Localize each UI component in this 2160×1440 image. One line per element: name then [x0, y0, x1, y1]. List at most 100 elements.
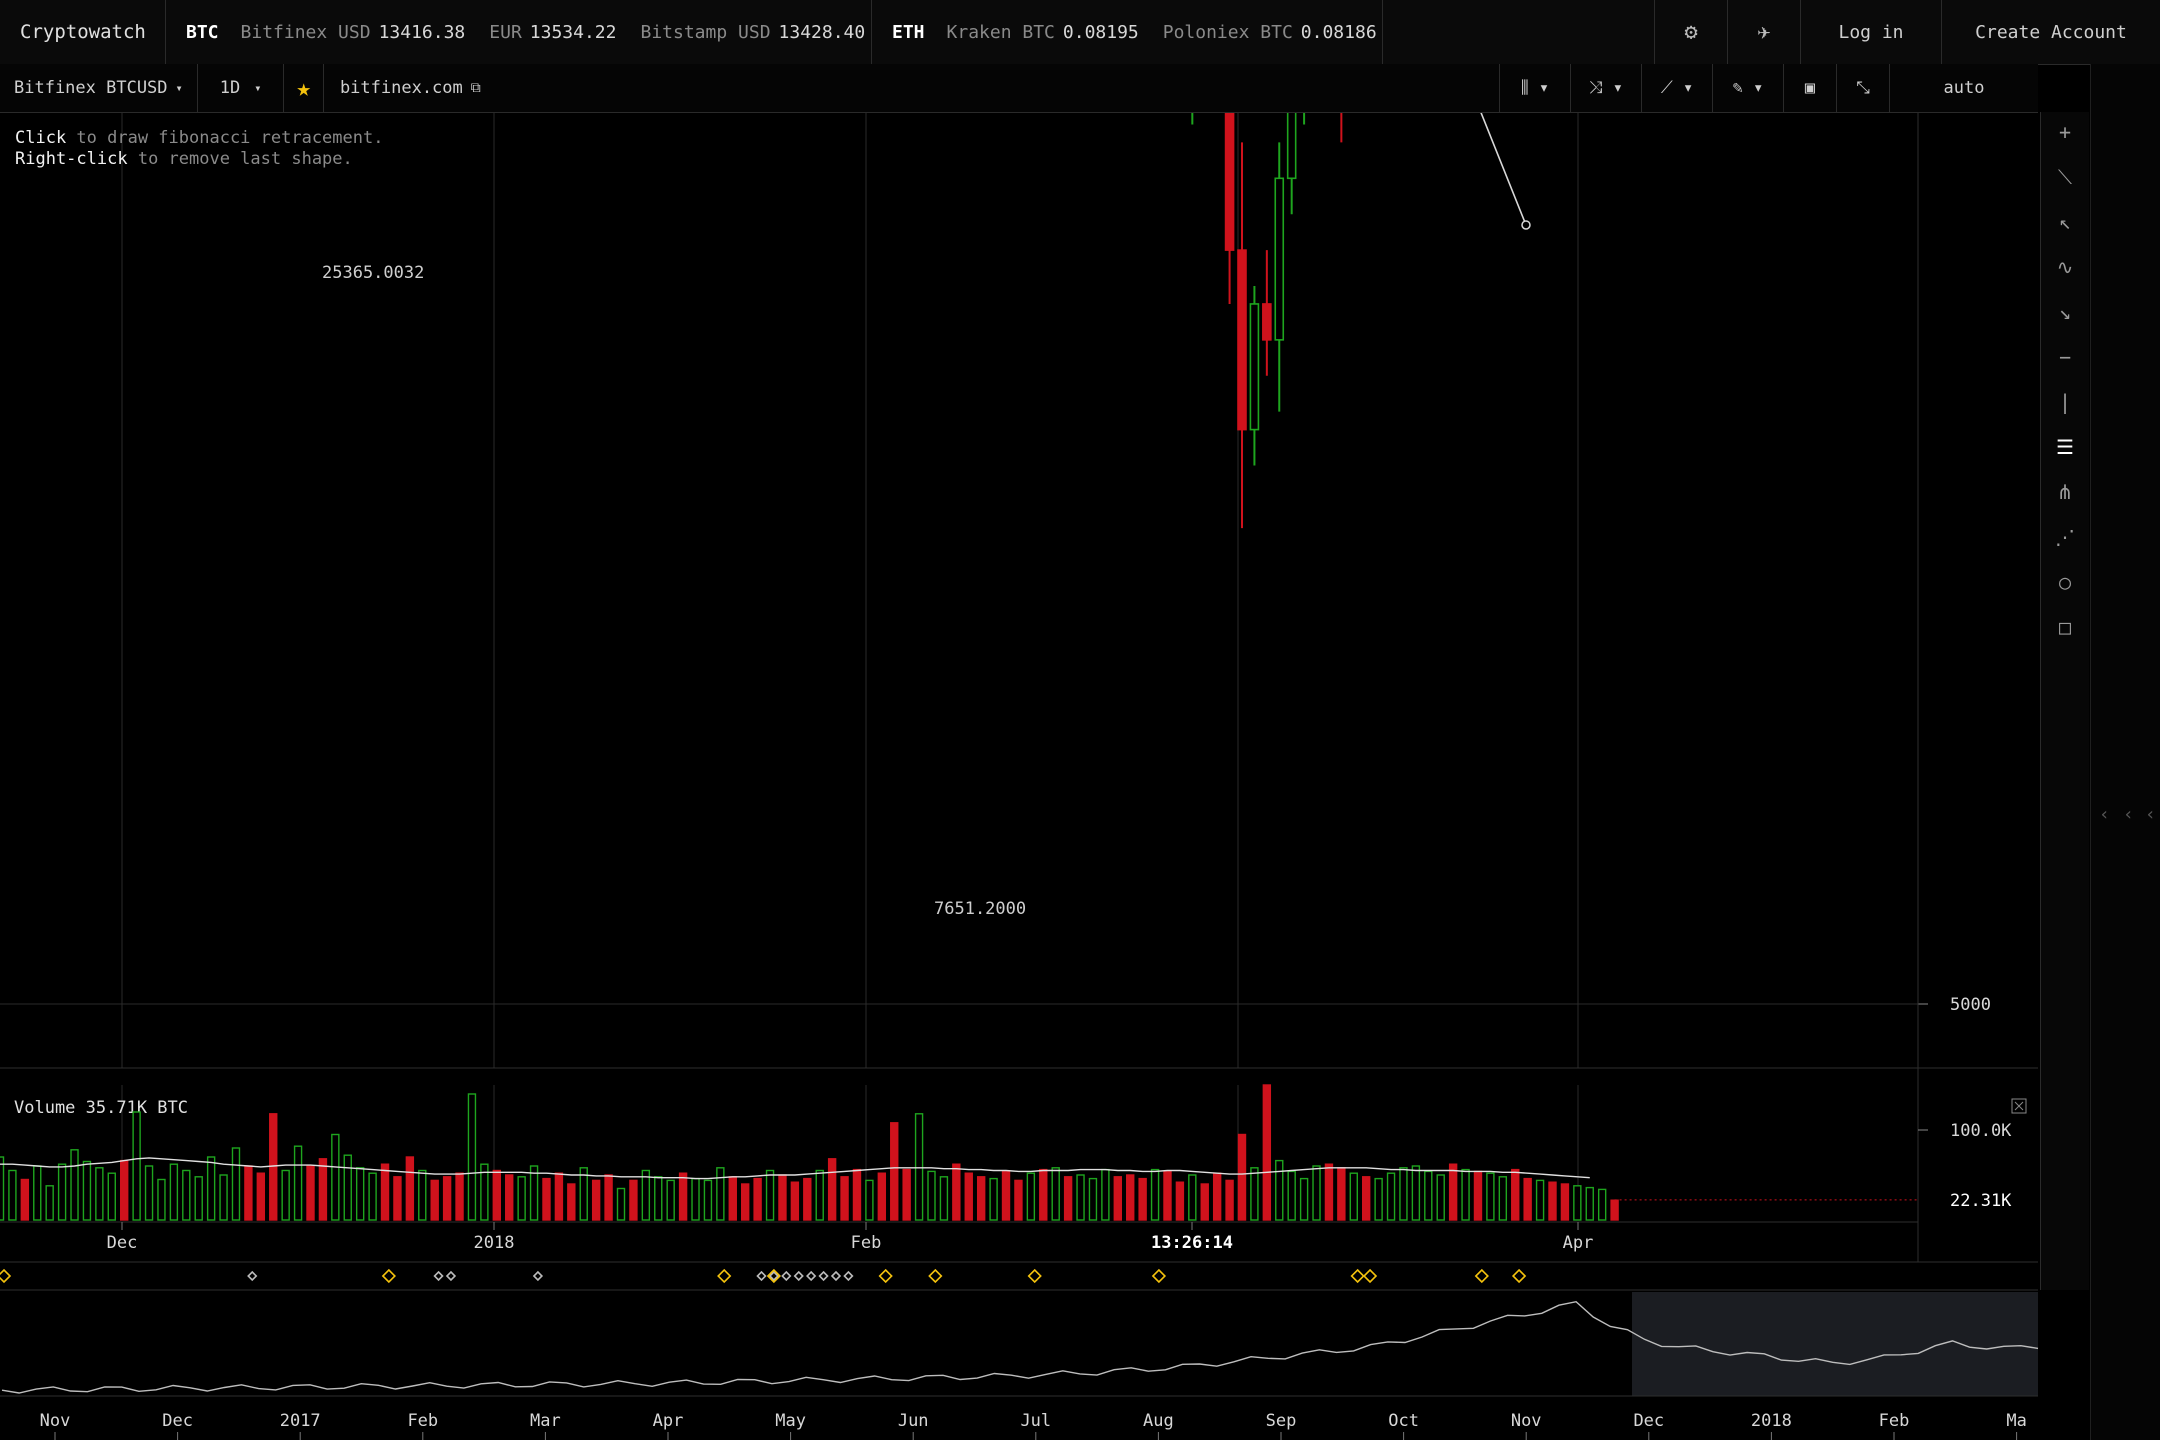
volume-bar: [840, 1176, 849, 1221]
ticker-exchange: EUR: [489, 21, 522, 43]
x-tick-label: Dec: [107, 1233, 138, 1253]
navigator-label: 2018: [1751, 1411, 1792, 1431]
volume-bar: [1523, 1177, 1532, 1221]
low-price-label: 7651.2000: [934, 899, 1026, 919]
event-marker: [843, 1270, 854, 1282]
alert-icon[interactable]: ✈: [1728, 0, 1801, 64]
volume-bar: [1051, 1167, 1060, 1221]
volume-bar: [1026, 1172, 1036, 1221]
volume-bar: [1324, 1163, 1334, 1221]
event-marker: [781, 1270, 792, 1282]
collapse-icon[interactable]: ‹: [2123, 804, 2134, 825]
volume-bar: [591, 1179, 601, 1221]
collapse-icon[interactable]: ‹: [2099, 804, 2110, 825]
volume-bar: [517, 1176, 526, 1221]
volume-bar: [529, 1165, 539, 1221]
volume-label: Volume 35.71K BTC: [14, 1098, 188, 1118]
volume-bar: [1436, 1174, 1445, 1221]
volume-bar: [964, 1172, 973, 1221]
volume-bar: [1287, 1170, 1296, 1221]
chart-type-icon[interactable]: ⟋ ▾: [1642, 64, 1713, 112]
volume-bar: [1299, 1177, 1309, 1221]
volume-bar: [1337, 1167, 1346, 1221]
volume-bar: [1163, 1170, 1172, 1221]
fibonacci-icon[interactable]: ☰: [2056, 435, 2074, 459]
volume-bar: [368, 1172, 377, 1221]
volume-bar: [1088, 1177, 1098, 1221]
arrow-icon[interactable]: ↘: [2058, 300, 2072, 324]
drawing-handle: [1521, 220, 1531, 230]
volume-bar: [1250, 1167, 1259, 1221]
circle-icon[interactable]: ○: [2058, 570, 2072, 594]
eth-symbol[interactable]: ETH: [892, 21, 925, 43]
fullscreen-icon[interactable]: ⤡: [1837, 64, 1890, 112]
volume-bar: [430, 1179, 439, 1221]
volume-bar: [728, 1176, 737, 1221]
event-marker: [768, 1270, 780, 1282]
navigator-label: 2017: [280, 1411, 321, 1431]
snapshot-icon[interactable]: ▣: [1784, 64, 1837, 112]
volume-bar: [877, 1172, 887, 1221]
event-marker: [830, 1270, 842, 1282]
event-marker: [247, 1270, 258, 1282]
horizontal-line-icon[interactable]: −: [2058, 345, 2072, 369]
scale-mode-button[interactable]: auto: [1943, 78, 1985, 98]
indicators-icon[interactable]: ⤨ ▾: [1571, 64, 1642, 112]
btc-symbol[interactable]: BTC: [186, 21, 219, 43]
close-icon: [2014, 1101, 2024, 1111]
volume-bar: [318, 1158, 328, 1221]
volume-bar: [1461, 1168, 1470, 1221]
volume-bar: [1486, 1172, 1495, 1221]
rectangle-icon[interactable]: □: [2058, 615, 2072, 639]
period-selector[interactable]: 1D ▾: [198, 64, 285, 112]
volume-bar: [119, 1159, 129, 1221]
volume-bar: [1535, 1179, 1545, 1221]
external-link-icon: ⧉: [470, 80, 481, 96]
crosshair-icon[interactable]: +: [2058, 120, 2072, 144]
event-marker-highlighted: [1511, 1268, 1527, 1284]
gear-icon[interactable]: ⚙: [1654, 0, 1728, 64]
volume-bar: [1212, 1172, 1222, 1221]
eth-ticker-group[interactable]: ETH Kraken BTC 0.08195 Poloniex BTC 0.08…: [872, 0, 1383, 64]
collapse-icon[interactable]: ‹: [2145, 804, 2156, 825]
volume-bar: [57, 1163, 67, 1221]
hint-right-click: Right-click: [15, 149, 128, 169]
side-collapse-strip[interactable]: ‹ ‹ ‹: [2090, 64, 2160, 1440]
chevron-down-icon: ▾: [254, 81, 262, 95]
favorite-star-icon[interactable]: ★: [284, 64, 324, 112]
volume-bar: [20, 1178, 30, 1221]
event-marker-highlighted: [928, 1268, 943, 1284]
pitchfork-icon[interactable]: ⋔: [2056, 480, 2074, 504]
volume-bar: [1063, 1176, 1073, 1221]
volume-bar: [244, 1165, 253, 1221]
curve-icon[interactable]: ∿: [2056, 255, 2074, 279]
btc-ticker-group[interactable]: BTC Bitfinex USD 13416.38 EUR 13534.22 B…: [166, 0, 872, 64]
login-button[interactable]: Log in: [1801, 0, 1942, 64]
vertical-line-icon[interactable]: |: [2058, 390, 2072, 414]
volume-bar: [95, 1167, 104, 1221]
line-icon[interactable]: ⟍: [2058, 165, 2072, 189]
close-icon: [2011, 1098, 2027, 1114]
exchange-link[interactable]: bitfinex.com ⧉: [324, 64, 495, 112]
brand-logo[interactable]: Cryptowatch: [0, 0, 166, 64]
volume-bar: [1126, 1174, 1135, 1221]
draw-icon[interactable]: ✎ ▾: [1713, 64, 1784, 112]
volume-bar: [1498, 1176, 1508, 1221]
market-selector[interactable]: Bitfinex BTCUSD ▾: [0, 64, 198, 112]
volume-bar: [1560, 1183, 1570, 1221]
ray-icon[interactable]: ↖: [2058, 210, 2072, 234]
create-account-button[interactable]: Create Account: [1975, 21, 2127, 43]
candles-icon[interactable]: ⫼ ▾: [1500, 64, 1571, 112]
event-marker: [818, 1270, 829, 1282]
event-marker-highlighted: [1027, 1268, 1042, 1284]
volume-bar: [1101, 1168, 1110, 1221]
volume-bar: [194, 1176, 203, 1221]
fan-icon[interactable]: ⋰: [2055, 525, 2075, 549]
volume-bar: [45, 1185, 54, 1221]
volume-bar: [1399, 1167, 1408, 1221]
volume-bar: [666, 1179, 675, 1221]
volume-bar: [1573, 1185, 1582, 1221]
volume-bar: [33, 1165, 42, 1221]
event-marker-highlighted: [1474, 1268, 1489, 1284]
